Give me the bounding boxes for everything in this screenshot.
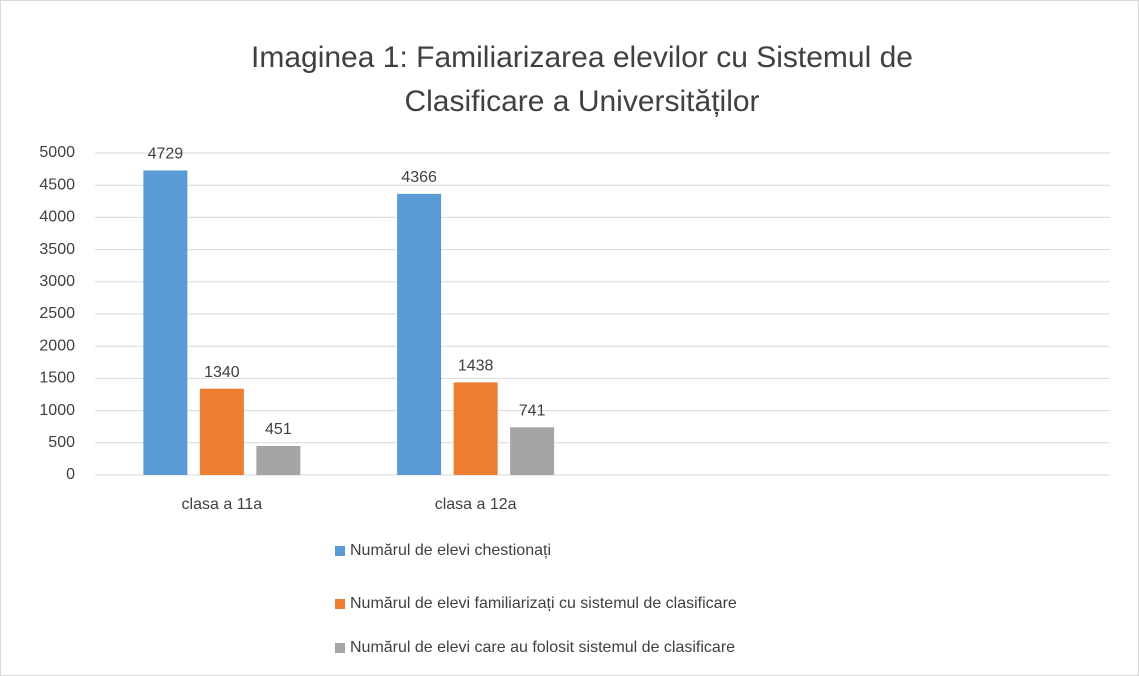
bar: [199, 388, 244, 475]
data-label: 1340: [204, 364, 240, 381]
bar: [453, 382, 498, 475]
data-label: 451: [265, 421, 292, 438]
data-label: 1438: [458, 358, 494, 375]
legend-entry: Numărul de elevi familiarizați cu sistem…: [350, 595, 737, 612]
y-tick-label: 4500: [39, 176, 75, 193]
y-tick-label: 0: [66, 466, 75, 483]
bar: [397, 193, 442, 476]
data-label: 4366: [401, 169, 437, 186]
bar: [143, 170, 188, 475]
legend-swatch: [335, 643, 345, 653]
y-tick-label: 2000: [39, 337, 75, 354]
y-tick-label: 500: [48, 434, 75, 451]
data-label: 741: [519, 402, 546, 419]
legend-swatch: [335, 546, 345, 556]
y-tick-label: 1000: [39, 402, 75, 419]
y-tick-label: 2500: [39, 305, 75, 322]
chart-title: Imaginea 1: Familiarizarea elevilor cu S…: [251, 41, 913, 118]
y-tick-label: 1500: [39, 370, 75, 387]
y-tick-label: 5000: [39, 144, 75, 161]
data-label: 4729: [148, 146, 184, 163]
x-tick-label: clasa a 12a: [435, 496, 517, 513]
y-tick-label: 4000: [39, 209, 75, 226]
x-tick-label: clasa a 11a: [182, 496, 263, 513]
bar: [510, 427, 555, 475]
y-tick-label: 3000: [39, 273, 75, 290]
y-tick-label: 3500: [39, 241, 75, 258]
legend-entry: Numărul de elevi care au folosit sistemu…: [350, 639, 735, 656]
legend-swatch: [335, 599, 345, 609]
legend-entry: Numărul de elevi chestionați: [350, 542, 551, 559]
bar: [256, 445, 301, 475]
